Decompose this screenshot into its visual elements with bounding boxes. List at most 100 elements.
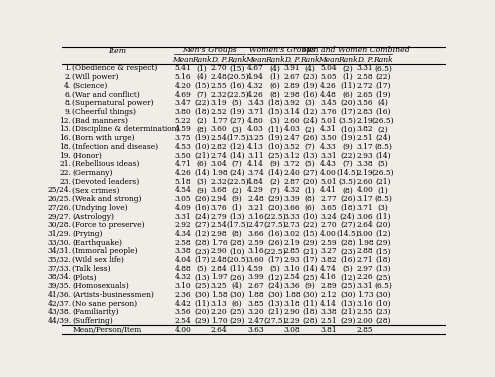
Text: (27): (27): [194, 221, 210, 229]
Text: (7): (7): [343, 160, 353, 168]
Text: (27.5): (27.5): [263, 317, 286, 325]
Text: (Rebellious ideas): (Rebellious ideas): [72, 160, 140, 168]
Text: 3.21: 3.21: [248, 204, 264, 212]
Text: (26): (26): [194, 195, 210, 203]
Text: 3.82: 3.82: [356, 126, 373, 133]
Text: 3.66: 3.66: [248, 230, 264, 238]
Text: 2.79: 2.79: [211, 213, 228, 221]
Text: (11): (11): [375, 213, 391, 221]
Text: (20): (20): [375, 221, 391, 229]
Text: 4.14: 4.14: [247, 160, 264, 168]
Text: 3.63: 3.63: [248, 326, 264, 334]
Text: (12): (12): [340, 273, 355, 282]
Text: (2): (2): [232, 186, 243, 195]
Text: (22): (22): [302, 221, 318, 229]
Text: 2.87: 2.87: [284, 178, 300, 186]
Text: 3.66: 3.66: [284, 204, 300, 212]
Text: (20.5): (20.5): [226, 256, 248, 264]
Text: (29): (29): [375, 239, 391, 247]
Text: 3.27: 3.27: [320, 247, 337, 255]
Text: (3): (3): [378, 204, 389, 212]
Text: 4.71: 4.71: [174, 160, 191, 168]
Text: (6): (6): [305, 204, 315, 212]
Text: (2): (2): [378, 126, 389, 133]
Text: (16): (16): [340, 256, 355, 264]
Text: 35/32.: 35/32.: [48, 256, 71, 264]
Text: (21): (21): [267, 308, 283, 316]
Text: 4.54: 4.54: [174, 186, 191, 195]
Text: 4.59: 4.59: [174, 126, 191, 133]
Text: (10): (10): [267, 143, 283, 151]
Text: (22.5): (22.5): [263, 213, 286, 221]
Text: 4.29: 4.29: [247, 186, 264, 195]
Text: (Astrology): (Astrology): [72, 213, 114, 221]
Text: (13): (13): [230, 213, 245, 221]
Text: (13): (13): [194, 273, 210, 282]
Text: 4.42: 4.42: [174, 300, 191, 308]
Text: (11): (11): [302, 300, 318, 308]
Text: (13): (13): [375, 265, 391, 273]
Text: (8): (8): [269, 90, 280, 99]
Text: 3.39: 3.39: [284, 195, 300, 203]
Text: 2.90: 2.90: [211, 247, 228, 255]
Text: (22): (22): [194, 99, 210, 107]
Text: (12): (12): [302, 108, 318, 116]
Text: 4.33: 4.33: [320, 143, 337, 151]
Text: (8): (8): [305, 195, 315, 203]
Text: 2.67: 2.67: [284, 73, 300, 81]
Text: (26): (26): [230, 273, 245, 282]
Text: (12): (12): [375, 230, 391, 238]
Text: Mean/Person/Item: Mean/Person/Item: [72, 326, 142, 334]
Text: (15): (15): [302, 230, 318, 238]
Text: (22.5): (22.5): [226, 178, 248, 186]
Text: (Born with urge): (Born with urge): [72, 134, 135, 142]
Text: (Sex crimes): (Sex crimes): [72, 186, 120, 195]
Text: 4.84: 4.84: [247, 178, 264, 186]
Text: (20): (20): [340, 99, 355, 107]
Text: (14.5): (14.5): [336, 169, 359, 177]
Text: (26.5): (26.5): [372, 169, 395, 177]
Text: 5.41: 5.41: [174, 64, 191, 72]
Text: 4.94: 4.94: [247, 73, 264, 81]
Text: 1.: 1.: [64, 64, 71, 72]
Text: (3): (3): [232, 126, 243, 133]
Text: (13): (13): [267, 300, 283, 308]
Text: (25): (25): [194, 282, 210, 290]
Text: 2.19: 2.19: [356, 117, 373, 125]
Text: (5): (5): [197, 265, 207, 273]
Text: (19): (19): [375, 90, 391, 99]
Text: 3.25: 3.25: [211, 282, 228, 290]
Text: 2.85: 2.85: [356, 326, 373, 334]
Text: 3.75: 3.75: [174, 134, 191, 142]
Text: (16): (16): [230, 82, 245, 90]
Text: 4.32: 4.32: [284, 186, 300, 195]
Text: 2.29: 2.29: [284, 317, 300, 325]
Text: 31/29.: 31/29.: [48, 230, 71, 238]
Text: 2.73: 2.73: [284, 221, 300, 229]
Text: 4.00: 4.00: [356, 186, 373, 195]
Text: 3.31: 3.31: [320, 152, 337, 159]
Text: (28): (28): [302, 317, 318, 325]
Text: (4): (4): [232, 282, 243, 290]
Text: 2.19: 2.19: [284, 239, 300, 247]
Text: 4.31: 4.31: [320, 126, 337, 133]
Text: 2.58: 2.58: [174, 239, 191, 247]
Text: (9): (9): [343, 143, 353, 151]
Text: 2.70: 2.70: [320, 221, 337, 229]
Text: (23): (23): [340, 247, 355, 255]
Text: 5.04: 5.04: [320, 64, 337, 72]
Text: (Wild sex life): (Wild sex life): [72, 256, 124, 264]
Text: 3.36: 3.36: [284, 282, 300, 290]
Text: 2.00: 2.00: [356, 317, 373, 325]
Text: (11): (11): [194, 300, 210, 308]
Text: 4.: 4.: [64, 82, 71, 90]
Text: 2.65: 2.65: [356, 90, 373, 99]
Text: (7): (7): [269, 186, 280, 195]
Text: (16): (16): [302, 90, 318, 99]
Text: (18): (18): [194, 108, 210, 116]
Text: (5): (5): [305, 160, 315, 168]
Text: 2.64: 2.64: [356, 221, 373, 229]
Text: 44/39.: 44/39.: [48, 317, 71, 325]
Text: 2.98: 2.98: [284, 90, 300, 99]
Text: (27): (27): [340, 221, 355, 229]
